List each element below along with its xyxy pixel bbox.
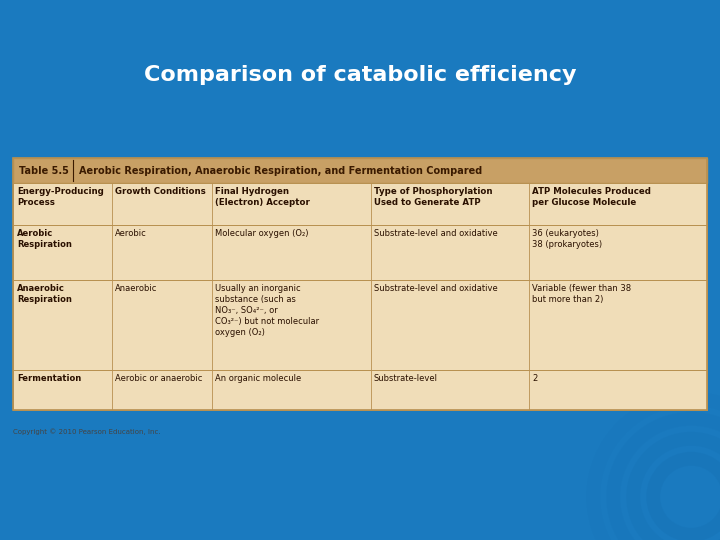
Text: Anaerobic: Anaerobic [114, 284, 157, 293]
Text: 36 (eukaryotes)
38 (prokaryotes): 36 (eukaryotes) 38 (prokaryotes) [532, 229, 603, 249]
Bar [13, 225, 707, 280]
Text: Molecular oxygen (O₂): Molecular oxygen (O₂) [215, 229, 309, 238]
Text: 2: 2 [532, 374, 537, 383]
Text: Fermentation: Fermentation [17, 374, 81, 383]
Text: Copyright © 2010 Pearson Education, Inc.: Copyright © 2010 Pearson Education, Inc. [13, 428, 161, 435]
Text: Comparison of catabolic efficiency: Comparison of catabolic efficiency [144, 65, 576, 85]
Bar [13, 158, 707, 183]
Bar [13, 370, 707, 410]
Text: Aerobic Respiration, Anaerobic Respiration, and Fermentation Compared: Aerobic Respiration, Anaerobic Respirati… [79, 165, 482, 176]
Text: Substrate-level and oxidative: Substrate-level and oxidative [374, 229, 498, 238]
Text: Aerobic or anaerobic: Aerobic or anaerobic [114, 374, 202, 383]
Bar [13, 183, 707, 225]
Text: Aerobic
Respiration: Aerobic Respiration [17, 229, 72, 249]
Text: Anaerobic
Respiration: Anaerobic Respiration [17, 284, 72, 304]
Text: An organic molecule: An organic molecule [215, 374, 302, 383]
Text: Usually an inorganic
substance (such as
NO₃⁻, SO₄²⁻, or
CO₃²⁻) but not molecular: Usually an inorganic substance (such as … [215, 284, 320, 338]
Text: ATP Molecules Produced
per Glucose Molecule: ATP Molecules Produced per Glucose Molec… [532, 187, 651, 207]
Text: Growth Conditions: Growth Conditions [114, 187, 205, 196]
Text: Substrate-level and oxidative: Substrate-level and oxidative [374, 284, 498, 293]
Text: Type of Phosphorylation
Used to Generate ATP: Type of Phosphorylation Used to Generate… [374, 187, 492, 207]
Text: Table 5.5: Table 5.5 [19, 165, 69, 176]
Text: Aerobic: Aerobic [114, 229, 146, 238]
Bar [13, 280, 707, 370]
Text: Energy-Producing
Process: Energy-Producing Process [17, 187, 104, 207]
Bar [13, 158, 707, 410]
Text: Variable (fewer than 38
but more than 2): Variable (fewer than 38 but more than 2) [532, 284, 631, 304]
Text: Substrate-level: Substrate-level [374, 374, 438, 383]
Text: Final Hydrogen
(Electron) Acceptor: Final Hydrogen (Electron) Acceptor [215, 187, 310, 207]
